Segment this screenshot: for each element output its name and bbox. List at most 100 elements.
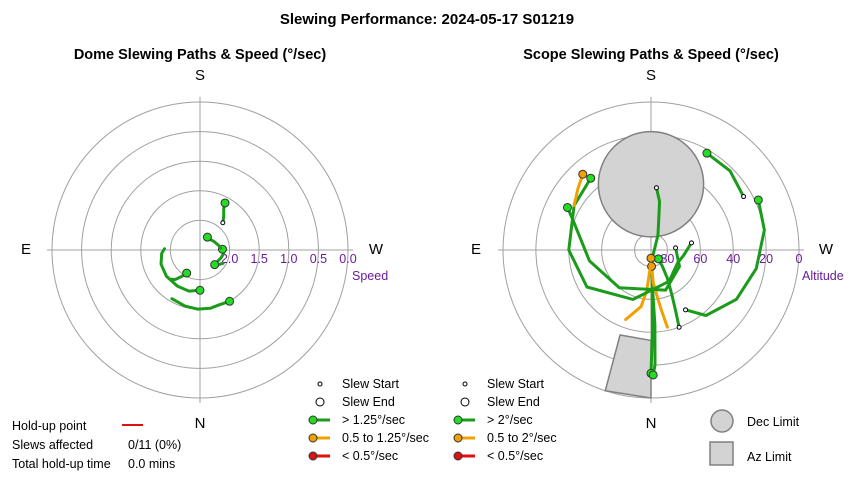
scope-tick-0: 80 — [660, 252, 674, 266]
scope-limits — [597, 130, 705, 399]
legend-dome-label-4: < 0.5°/sec — [342, 449, 398, 463]
scope-chart-title: Scope Slewing Paths & Speed (°/sec) — [523, 47, 779, 63]
slews-affected-value: 0/11 (0%) — [128, 438, 181, 452]
dome-tick-2: 1.0 — [280, 252, 297, 266]
legend-scope-label-3: 0.5 to 2°/sec — [487, 431, 557, 445]
scope-tick-2: 40 — [726, 252, 740, 266]
dome-tick-1: 1.5 — [251, 252, 268, 266]
legend-dome-marker-slow — [308, 451, 318, 461]
legend-scope-label-0: Slew Start — [487, 377, 544, 391]
az-limit-swatch — [709, 441, 734, 466]
legend-dome-marker-fast — [308, 415, 318, 425]
holdup-info: Hold-up point Slews affected 0/11 (0%) T… — [12, 419, 181, 471]
scope-slew-0-start — [653, 185, 659, 191]
scope-tick-3: 20 — [759, 252, 773, 266]
scope-slew-5-start — [683, 307, 689, 313]
scope-legend: Slew Start Slew End > 2°/sec 0.5 to 2°/sec <… — [453, 377, 557, 463]
scope-tick-1: 60 — [693, 252, 707, 266]
scope-slew-2-start — [676, 324, 682, 330]
scope-dir-top: S — [646, 67, 656, 84]
legend-dome-label-0: Slew Start — [342, 377, 399, 391]
scope-slew-1-end — [648, 370, 658, 380]
dome-slew-1 — [170, 297, 232, 311]
az-limit-region — [604, 334, 652, 399]
scope-dir-bottom: N — [646, 415, 657, 432]
scope-dir-right: W — [819, 241, 834, 258]
legend-dome-marker-end — [315, 397, 325, 407]
scope-slew-6-end — [586, 173, 596, 183]
legend-dome-label-1: Slew End — [342, 395, 395, 409]
limits-legend: Dec Limit Az Limit — [709, 409, 800, 466]
legend-scope-marker-mid — [453, 433, 463, 443]
dome-tick-3: 0.5 — [310, 252, 327, 266]
slews-affected-label: Slews affected — [12, 438, 93, 452]
dome-polar-chart: Dome Slewing Paths & Speed (°/sec) 2.0 1.… — [21, 47, 388, 432]
scope-slew-7 — [572, 172, 585, 208]
scope-slew-8-start — [673, 245, 679, 251]
scope-radial-label: Altitude — [802, 269, 844, 283]
scope-radial-ticks: 80 60 40 20 0 — [660, 252, 802, 266]
scope-slew-7-end — [578, 169, 588, 179]
dome-chart-title: Dome Slewing Paths & Speed (°/sec) — [74, 47, 327, 63]
dome-slew-6-start — [220, 220, 226, 226]
scope-slew-paths — [562, 148, 766, 380]
legend-scope-marker-start — [462, 381, 468, 387]
dome-slew-0-end — [195, 285, 205, 295]
scope-slew-5 — [684, 198, 766, 318]
figure-title: Slewing Performance: 2024-05-17 S01219 — [280, 11, 574, 28]
scope-tick-4: 0 — [796, 252, 803, 266]
dec-limit-swatch — [710, 409, 734, 433]
dome-radial-label: Speed — [352, 269, 388, 283]
dome-dir-top: S — [195, 67, 205, 84]
dome-slew-5-end — [202, 232, 212, 242]
scope-slew-8-end — [562, 202, 572, 212]
legend-scope-marker-slow — [453, 451, 463, 461]
dome-slew-6-end — [220, 198, 230, 208]
scope-slew-2-end — [653, 254, 663, 264]
legend-scope-marker-end — [460, 397, 470, 407]
legend-dome-label-3: 0.5 to 1.25°/sec — [342, 431, 429, 445]
dome-slew-0 — [159, 247, 202, 293]
dome-slew-1-end — [225, 296, 235, 306]
dome-ring-2 — [110, 160, 290, 340]
legend-scope-label-2: > 2°/sec — [487, 413, 533, 427]
legend-dome-label-2: > 1.25°/sec — [342, 413, 405, 427]
scope-slew-6-start — [688, 240, 694, 246]
az-limit-label: Az Limit — [747, 450, 792, 464]
legend-scope-marker-fast — [453, 415, 463, 425]
dome-ring-4 — [51, 101, 349, 399]
holdup-point-label: Hold-up point — [12, 419, 87, 433]
dome-legend: Slew Start Slew End > 1.25°/sec 0.5 to 1.25… — [308, 377, 429, 463]
dome-dir-right: W — [369, 241, 384, 258]
legend-dome-marker-start — [317, 381, 323, 387]
legend-dome-marker-mid — [308, 433, 318, 443]
dome-slew-4-end — [210, 260, 220, 270]
scope-polar-chart: Scope Slewing Paths & Speed (°/sec) 80 60… — [471, 47, 844, 432]
scope-slew-4-end — [646, 253, 656, 263]
dome-dir-bottom: N — [195, 415, 206, 432]
dome-slew-2-end — [182, 268, 192, 278]
dome-tick-0: 2.0 — [221, 252, 238, 266]
dome-radial-ticks: 2.0 1.5 1.0 0.5 0.0 — [221, 252, 357, 266]
scope-slew-8 — [565, 205, 681, 292]
dec-limit-region — [597, 130, 705, 238]
scope-slew-4 — [624, 256, 653, 322]
dome-dir-left: E — [21, 241, 31, 258]
scope-slew-9 — [705, 151, 746, 199]
legend-scope-label-4: < 0.5°/sec — [487, 449, 543, 463]
dome-tick-4: 0.0 — [339, 252, 356, 266]
scope-slew-2 — [656, 257, 681, 329]
dec-limit-label: Dec Limit — [747, 415, 800, 429]
dome-ring-0 — [169, 219, 231, 281]
scope-slew-9-end — [702, 148, 712, 158]
dome-slew-paths — [159, 198, 235, 311]
legend-scope-label-1: Slew End — [487, 395, 540, 409]
scope-slew-9-start — [741, 194, 747, 200]
scope-slew-5-end — [753, 195, 763, 205]
holdup-time-value: 0.0 mins — [128, 457, 175, 471]
holdup-time-label: Total hold-up time — [12, 457, 111, 471]
scope-slew-0 — [649, 186, 662, 375]
scope-dir-left: E — [471, 241, 481, 258]
dome-rings — [47, 97, 353, 403]
